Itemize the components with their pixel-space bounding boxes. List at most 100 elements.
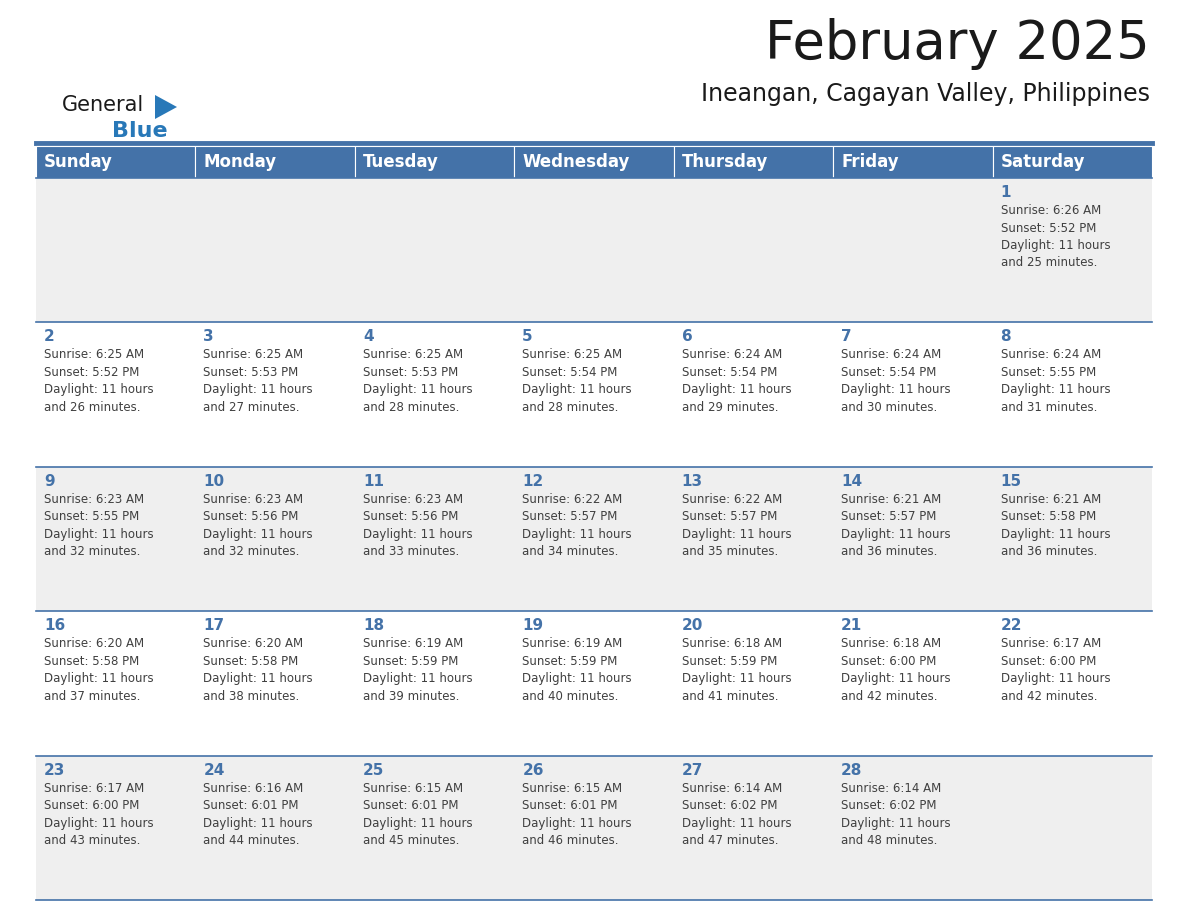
Bar [674,466,833,611]
Text: Sunrise: 6:24 AM
Sunset: 5:54 PM
Daylight: 11 hours
and 29 minutes.: Sunrise: 6:24 AM Sunset: 5:54 PM Dayligh… [682,349,791,414]
Text: 10: 10 [203,474,225,488]
Text: 24: 24 [203,763,225,778]
Text: Sunrise: 6:25 AM
Sunset: 5:54 PM
Daylight: 11 hours
and 28 minutes.: Sunrise: 6:25 AM Sunset: 5:54 PM Dayligh… [523,349,632,414]
Text: Sunrise: 6:17 AM
Sunset: 6:00 PM
Daylight: 11 hours
and 43 minutes.: Sunrise: 6:17 AM Sunset: 6:00 PM Dayligh… [44,781,153,847]
Text: Sunrise: 6:18 AM
Sunset: 6:00 PM
Daylight: 11 hours
and 42 minutes.: Sunrise: 6:18 AM Sunset: 6:00 PM Dayligh… [841,637,950,702]
Bar [355,466,514,611]
Bar [992,466,1152,611]
Bar [992,178,1152,322]
Bar [833,146,992,178]
Text: Friday: Friday [841,153,899,171]
Text: 17: 17 [203,618,225,633]
Bar [196,322,355,466]
Bar [36,322,196,466]
Text: Sunrise: 6:20 AM
Sunset: 5:58 PM
Daylight: 11 hours
and 38 minutes.: Sunrise: 6:20 AM Sunset: 5:58 PM Dayligh… [203,637,314,702]
Text: 8: 8 [1000,330,1011,344]
Bar [674,146,833,178]
Bar [514,466,674,611]
Text: Ineangan, Cagayan Valley, Philippines: Ineangan, Cagayan Valley, Philippines [701,82,1150,106]
Text: Sunrise: 6:23 AM
Sunset: 5:56 PM
Daylight: 11 hours
and 33 minutes.: Sunrise: 6:23 AM Sunset: 5:56 PM Dayligh… [362,493,473,558]
Text: Sunrise: 6:18 AM
Sunset: 5:59 PM
Daylight: 11 hours
and 41 minutes.: Sunrise: 6:18 AM Sunset: 5:59 PM Dayligh… [682,637,791,702]
Text: 12: 12 [523,474,544,488]
Bar [36,146,196,178]
Text: 15: 15 [1000,474,1022,488]
Text: Sunrise: 6:25 AM
Sunset: 5:52 PM
Daylight: 11 hours
and 26 minutes.: Sunrise: 6:25 AM Sunset: 5:52 PM Dayligh… [44,349,153,414]
Text: 3: 3 [203,330,214,344]
Text: Sunrise: 6:23 AM
Sunset: 5:56 PM
Daylight: 11 hours
and 32 minutes.: Sunrise: 6:23 AM Sunset: 5:56 PM Dayligh… [203,493,314,558]
Text: Sunrise: 6:24 AM
Sunset: 5:54 PM
Daylight: 11 hours
and 30 minutes.: Sunrise: 6:24 AM Sunset: 5:54 PM Dayligh… [841,349,950,414]
Text: Sunrise: 6:14 AM
Sunset: 6:02 PM
Daylight: 11 hours
and 48 minutes.: Sunrise: 6:14 AM Sunset: 6:02 PM Dayligh… [841,781,950,847]
Text: Sunrise: 6:22 AM
Sunset: 5:57 PM
Daylight: 11 hours
and 35 minutes.: Sunrise: 6:22 AM Sunset: 5:57 PM Dayligh… [682,493,791,558]
Text: Sunrise: 6:17 AM
Sunset: 6:00 PM
Daylight: 11 hours
and 42 minutes.: Sunrise: 6:17 AM Sunset: 6:00 PM Dayligh… [1000,637,1111,702]
Bar [514,146,674,178]
Bar [355,178,514,322]
Bar [833,178,992,322]
Text: Sunrise: 6:22 AM
Sunset: 5:57 PM
Daylight: 11 hours
and 34 minutes.: Sunrise: 6:22 AM Sunset: 5:57 PM Dayligh… [523,493,632,558]
Text: February 2025: February 2025 [765,18,1150,70]
Bar [674,322,833,466]
Text: Sunrise: 6:21 AM
Sunset: 5:57 PM
Daylight: 11 hours
and 36 minutes.: Sunrise: 6:21 AM Sunset: 5:57 PM Dayligh… [841,493,950,558]
Bar [355,322,514,466]
Bar [674,178,833,322]
Bar [196,611,355,756]
Bar [196,756,355,900]
Text: 18: 18 [362,618,384,633]
Text: 23: 23 [44,763,65,778]
Text: 5: 5 [523,330,533,344]
Bar [196,178,355,322]
Bar [833,322,992,466]
Text: 13: 13 [682,474,703,488]
Bar [833,611,992,756]
Text: 19: 19 [523,618,543,633]
Text: Tuesday: Tuesday [362,153,438,171]
Bar [36,178,196,322]
Text: Sunrise: 6:21 AM
Sunset: 5:58 PM
Daylight: 11 hours
and 36 minutes.: Sunrise: 6:21 AM Sunset: 5:58 PM Dayligh… [1000,493,1111,558]
Text: 25: 25 [362,763,384,778]
Bar [514,322,674,466]
Text: 4: 4 [362,330,373,344]
Bar [196,466,355,611]
Bar [514,756,674,900]
Text: General: General [62,95,144,115]
Text: 7: 7 [841,330,852,344]
Text: 1: 1 [1000,185,1011,200]
Bar [514,178,674,322]
Bar [514,611,674,756]
Text: 16: 16 [44,618,65,633]
Text: Sunrise: 6:15 AM
Sunset: 6:01 PM
Daylight: 11 hours
and 46 minutes.: Sunrise: 6:15 AM Sunset: 6:01 PM Dayligh… [523,781,632,847]
Text: Sunrise: 6:14 AM
Sunset: 6:02 PM
Daylight: 11 hours
and 47 minutes.: Sunrise: 6:14 AM Sunset: 6:02 PM Dayligh… [682,781,791,847]
Bar [992,611,1152,756]
Text: 14: 14 [841,474,862,488]
Bar [355,611,514,756]
Text: Saturday: Saturday [1000,153,1085,171]
Text: Thursday: Thursday [682,153,769,171]
Text: Sunrise: 6:16 AM
Sunset: 6:01 PM
Daylight: 11 hours
and 44 minutes.: Sunrise: 6:16 AM Sunset: 6:01 PM Dayligh… [203,781,314,847]
Text: Sunday: Sunday [44,153,113,171]
Polygon shape [154,95,177,119]
Bar [833,756,992,900]
Text: Sunrise: 6:26 AM
Sunset: 5:52 PM
Daylight: 11 hours
and 25 minutes.: Sunrise: 6:26 AM Sunset: 5:52 PM Dayligh… [1000,204,1111,270]
Text: Sunrise: 6:24 AM
Sunset: 5:55 PM
Daylight: 11 hours
and 31 minutes.: Sunrise: 6:24 AM Sunset: 5:55 PM Dayligh… [1000,349,1111,414]
Text: 22: 22 [1000,618,1022,633]
Text: 2: 2 [44,330,55,344]
Text: Monday: Monday [203,153,277,171]
Text: Sunrise: 6:19 AM
Sunset: 5:59 PM
Daylight: 11 hours
and 40 minutes.: Sunrise: 6:19 AM Sunset: 5:59 PM Dayligh… [523,637,632,702]
Text: 26: 26 [523,763,544,778]
Text: Sunrise: 6:25 AM
Sunset: 5:53 PM
Daylight: 11 hours
and 27 minutes.: Sunrise: 6:25 AM Sunset: 5:53 PM Dayligh… [203,349,314,414]
Text: 27: 27 [682,763,703,778]
Text: Sunrise: 6:20 AM
Sunset: 5:58 PM
Daylight: 11 hours
and 37 minutes.: Sunrise: 6:20 AM Sunset: 5:58 PM Dayligh… [44,637,153,702]
Bar [674,756,833,900]
Text: Sunrise: 6:19 AM
Sunset: 5:59 PM
Daylight: 11 hours
and 39 minutes.: Sunrise: 6:19 AM Sunset: 5:59 PM Dayligh… [362,637,473,702]
Text: 28: 28 [841,763,862,778]
Bar [992,322,1152,466]
Bar [36,756,196,900]
Bar [355,146,514,178]
Text: Sunrise: 6:23 AM
Sunset: 5:55 PM
Daylight: 11 hours
and 32 minutes.: Sunrise: 6:23 AM Sunset: 5:55 PM Dayligh… [44,493,153,558]
Text: 6: 6 [682,330,693,344]
Bar [196,146,355,178]
Bar [833,466,992,611]
Text: 9: 9 [44,474,55,488]
Bar [36,466,196,611]
Text: 21: 21 [841,618,862,633]
Text: 20: 20 [682,618,703,633]
